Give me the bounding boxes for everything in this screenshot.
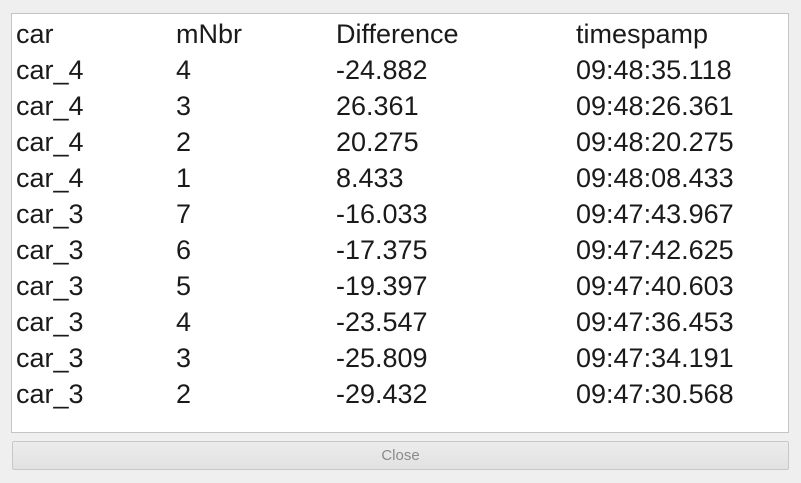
table-row[interactable]: car_3 7 -16.033 09:47:43.967: [16, 196, 776, 232]
cell-car: car_3: [16, 307, 84, 337]
column-header-difference[interactable]: Difference: [336, 19, 459, 49]
results-table-panel[interactable]: car mNbr Difference timespamp car_4 4 -2…: [11, 13, 789, 433]
table-row[interactable]: car_3 4 -23.547 09:47:36.453: [16, 304, 776, 340]
cell-mnbr: 4: [176, 55, 192, 85]
table-row[interactable]: car_3 6 -17.375 09:47:42.625: [16, 232, 776, 268]
cell-difference: -29.432: [336, 379, 428, 409]
cell-difference: -25.809: [336, 343, 428, 373]
cell-difference: -19.397: [336, 271, 428, 301]
cell-difference: -24.882: [336, 55, 428, 85]
table-row[interactable]: car_4 2 20.275 09:48:20.275: [16, 124, 776, 160]
cell-timestamp: 09:48:20.275: [576, 127, 734, 157]
table-row[interactable]: car_4 1 8.433 09:48:08.433: [16, 160, 776, 196]
cell-car: car_3: [16, 343, 84, 373]
cell-timestamp: 09:47:42.625: [576, 235, 734, 265]
table-row[interactable]: car_4 4 -24.882 09:48:35.118: [16, 52, 776, 88]
cell-difference: 26.361: [336, 91, 419, 121]
cell-mnbr: 5: [176, 271, 192, 301]
cell-car: car_3: [16, 271, 84, 301]
cell-mnbr: 1: [176, 163, 192, 193]
cell-difference: -16.033: [336, 199, 428, 229]
column-header-timestamp[interactable]: timespamp: [576, 19, 709, 49]
table-row[interactable]: car_3 5 -19.397 09:47:40.603: [16, 268, 776, 304]
results-table: car mNbr Difference timespamp car_4 4 -2…: [16, 16, 776, 412]
cell-mnbr: 3: [176, 343, 192, 373]
cell-timestamp: 09:47:30.568: [576, 379, 734, 409]
cell-mnbr: 6: [176, 235, 192, 265]
cell-mnbr: 7: [176, 199, 192, 229]
cell-difference: -17.375: [336, 235, 428, 265]
cell-car: car_3: [16, 199, 84, 229]
cell-difference: 8.433: [336, 163, 404, 193]
cell-timestamp: 09:47:43.967: [576, 199, 734, 229]
column-header-car[interactable]: car: [16, 19, 54, 49]
cell-timestamp: 09:47:36.453: [576, 307, 734, 337]
cell-difference: -23.547: [336, 307, 428, 337]
cell-car: car_3: [16, 379, 84, 409]
table-header-row: car mNbr Difference timespamp: [16, 16, 776, 52]
cell-timestamp: 09:48:26.361: [576, 91, 734, 121]
cell-car: car_4: [16, 91, 84, 121]
table-row[interactable]: car_3 3 -25.809 09:47:34.191: [16, 340, 776, 376]
cell-timestamp: 09:47:40.603: [576, 271, 734, 301]
cell-mnbr: 2: [176, 127, 192, 157]
cell-difference: 20.275: [336, 127, 419, 157]
table-row[interactable]: car_4 3 26.361 09:48:26.361: [16, 88, 776, 124]
cell-timestamp: 09:48:08.433: [576, 163, 734, 193]
cell-car: car_4: [16, 55, 84, 85]
cell-car: car_4: [16, 163, 84, 193]
cell-timestamp: 09:47:34.191: [576, 343, 734, 373]
cell-mnbr: 4: [176, 307, 192, 337]
close-button[interactable]: Close: [12, 441, 789, 470]
column-header-mnbr[interactable]: mNbr: [176, 19, 242, 49]
cell-mnbr: 2: [176, 379, 192, 409]
cell-timestamp: 09:48:35.118: [576, 55, 732, 85]
cell-car: car_3: [16, 235, 84, 265]
cell-mnbr: 3: [176, 91, 192, 121]
table-row[interactable]: car_3 2 -29.432 09:47:30.568: [16, 376, 776, 412]
cell-car: car_4: [16, 127, 84, 157]
